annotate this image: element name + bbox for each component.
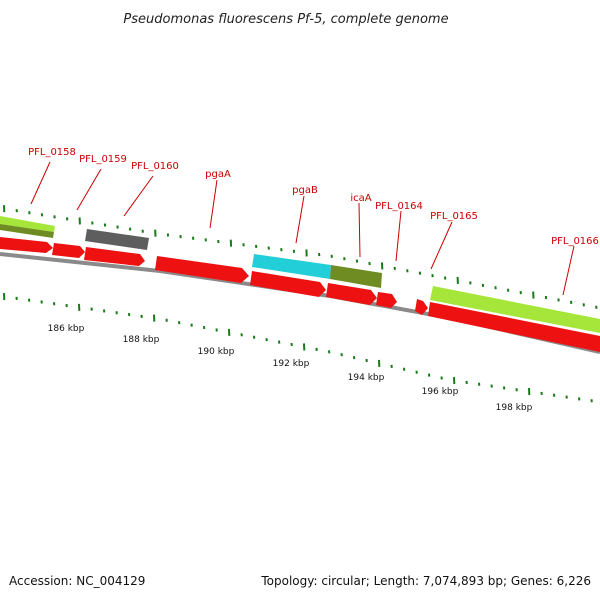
gene-arrow-pfl0159 <box>52 243 85 258</box>
gene-block-pfl0166 <box>430 286 600 333</box>
leader-pfl0160 <box>123 175 154 217</box>
gene-label-pfl0166: PFL_0166 <box>551 236 599 247</box>
gene-label-pgaa: pgaA <box>205 169 231 180</box>
gene-label-icaa: icaA <box>350 193 371 204</box>
leader-pfl0165 <box>430 221 453 270</box>
gene-block-pfl0160 <box>85 229 149 250</box>
gene-arrow-pgab <box>250 271 326 297</box>
gene-arrow-pgaa <box>155 256 249 283</box>
leader-pfl0158 <box>30 161 51 205</box>
scale-label-198: 198 kbp <box>496 403 533 413</box>
gene-arrow-pfl0158 <box>0 237 53 253</box>
map-title: Pseudomonas fluorescens Pf-5, complete g… <box>123 12 448 27</box>
accession-text: Accession: NC_004129 <box>9 574 145 588</box>
label-leaders <box>30 161 575 296</box>
gene-block-pfl0158 <box>0 216 55 232</box>
scale-label-194: 194 kbp <box>348 373 385 383</box>
gene-arrow-small <box>415 299 428 315</box>
gene-label-pfl0158: PFL_0158 <box>28 147 76 158</box>
leader-pfl0159 <box>76 168 102 211</box>
gene-label-pfl0159: PFL_0159 <box>79 154 127 165</box>
gene-block-pfl0158-olive <box>0 224 54 238</box>
gene-label-pfl0164: PFL_0164 <box>375 201 423 212</box>
scale-label-192: 192 kbp <box>273 359 310 369</box>
leader-pgaa <box>209 179 218 229</box>
gene-arrow-pfl0165 <box>428 302 600 352</box>
gene-block-icaa <box>330 265 382 288</box>
leader-pfl0164 <box>395 210 402 262</box>
gene-label-pfl0165: PFL_0165 <box>430 211 478 222</box>
gene-label-pgab: pgaB <box>292 185 318 196</box>
scale-label-196: 196 kbp <box>422 387 459 397</box>
leader-pfl0166 <box>562 245 575 296</box>
leader-icaa <box>358 202 361 258</box>
feature-track <box>0 216 600 352</box>
scale-label-188: 188 kbp <box>123 335 160 345</box>
outer-tick-track <box>3 205 598 309</box>
gene-arrow-pfl0164 <box>376 292 397 308</box>
genome-summary-text: Topology: circular; Length: 7,074,893 bp… <box>260 574 591 588</box>
scale-label-190: 190 kbp <box>198 347 235 357</box>
gene-block-pgab <box>252 254 331 279</box>
gene-label-pfl0160: PFL_0160 <box>131 161 179 172</box>
inner-scale-track <box>3 293 593 403</box>
leader-pgab <box>295 195 305 244</box>
scale-label-186: 186 kbp <box>48 324 85 334</box>
gene-arrow-icaa <box>326 283 377 305</box>
gene-arrow-pfl0160 <box>84 247 145 266</box>
